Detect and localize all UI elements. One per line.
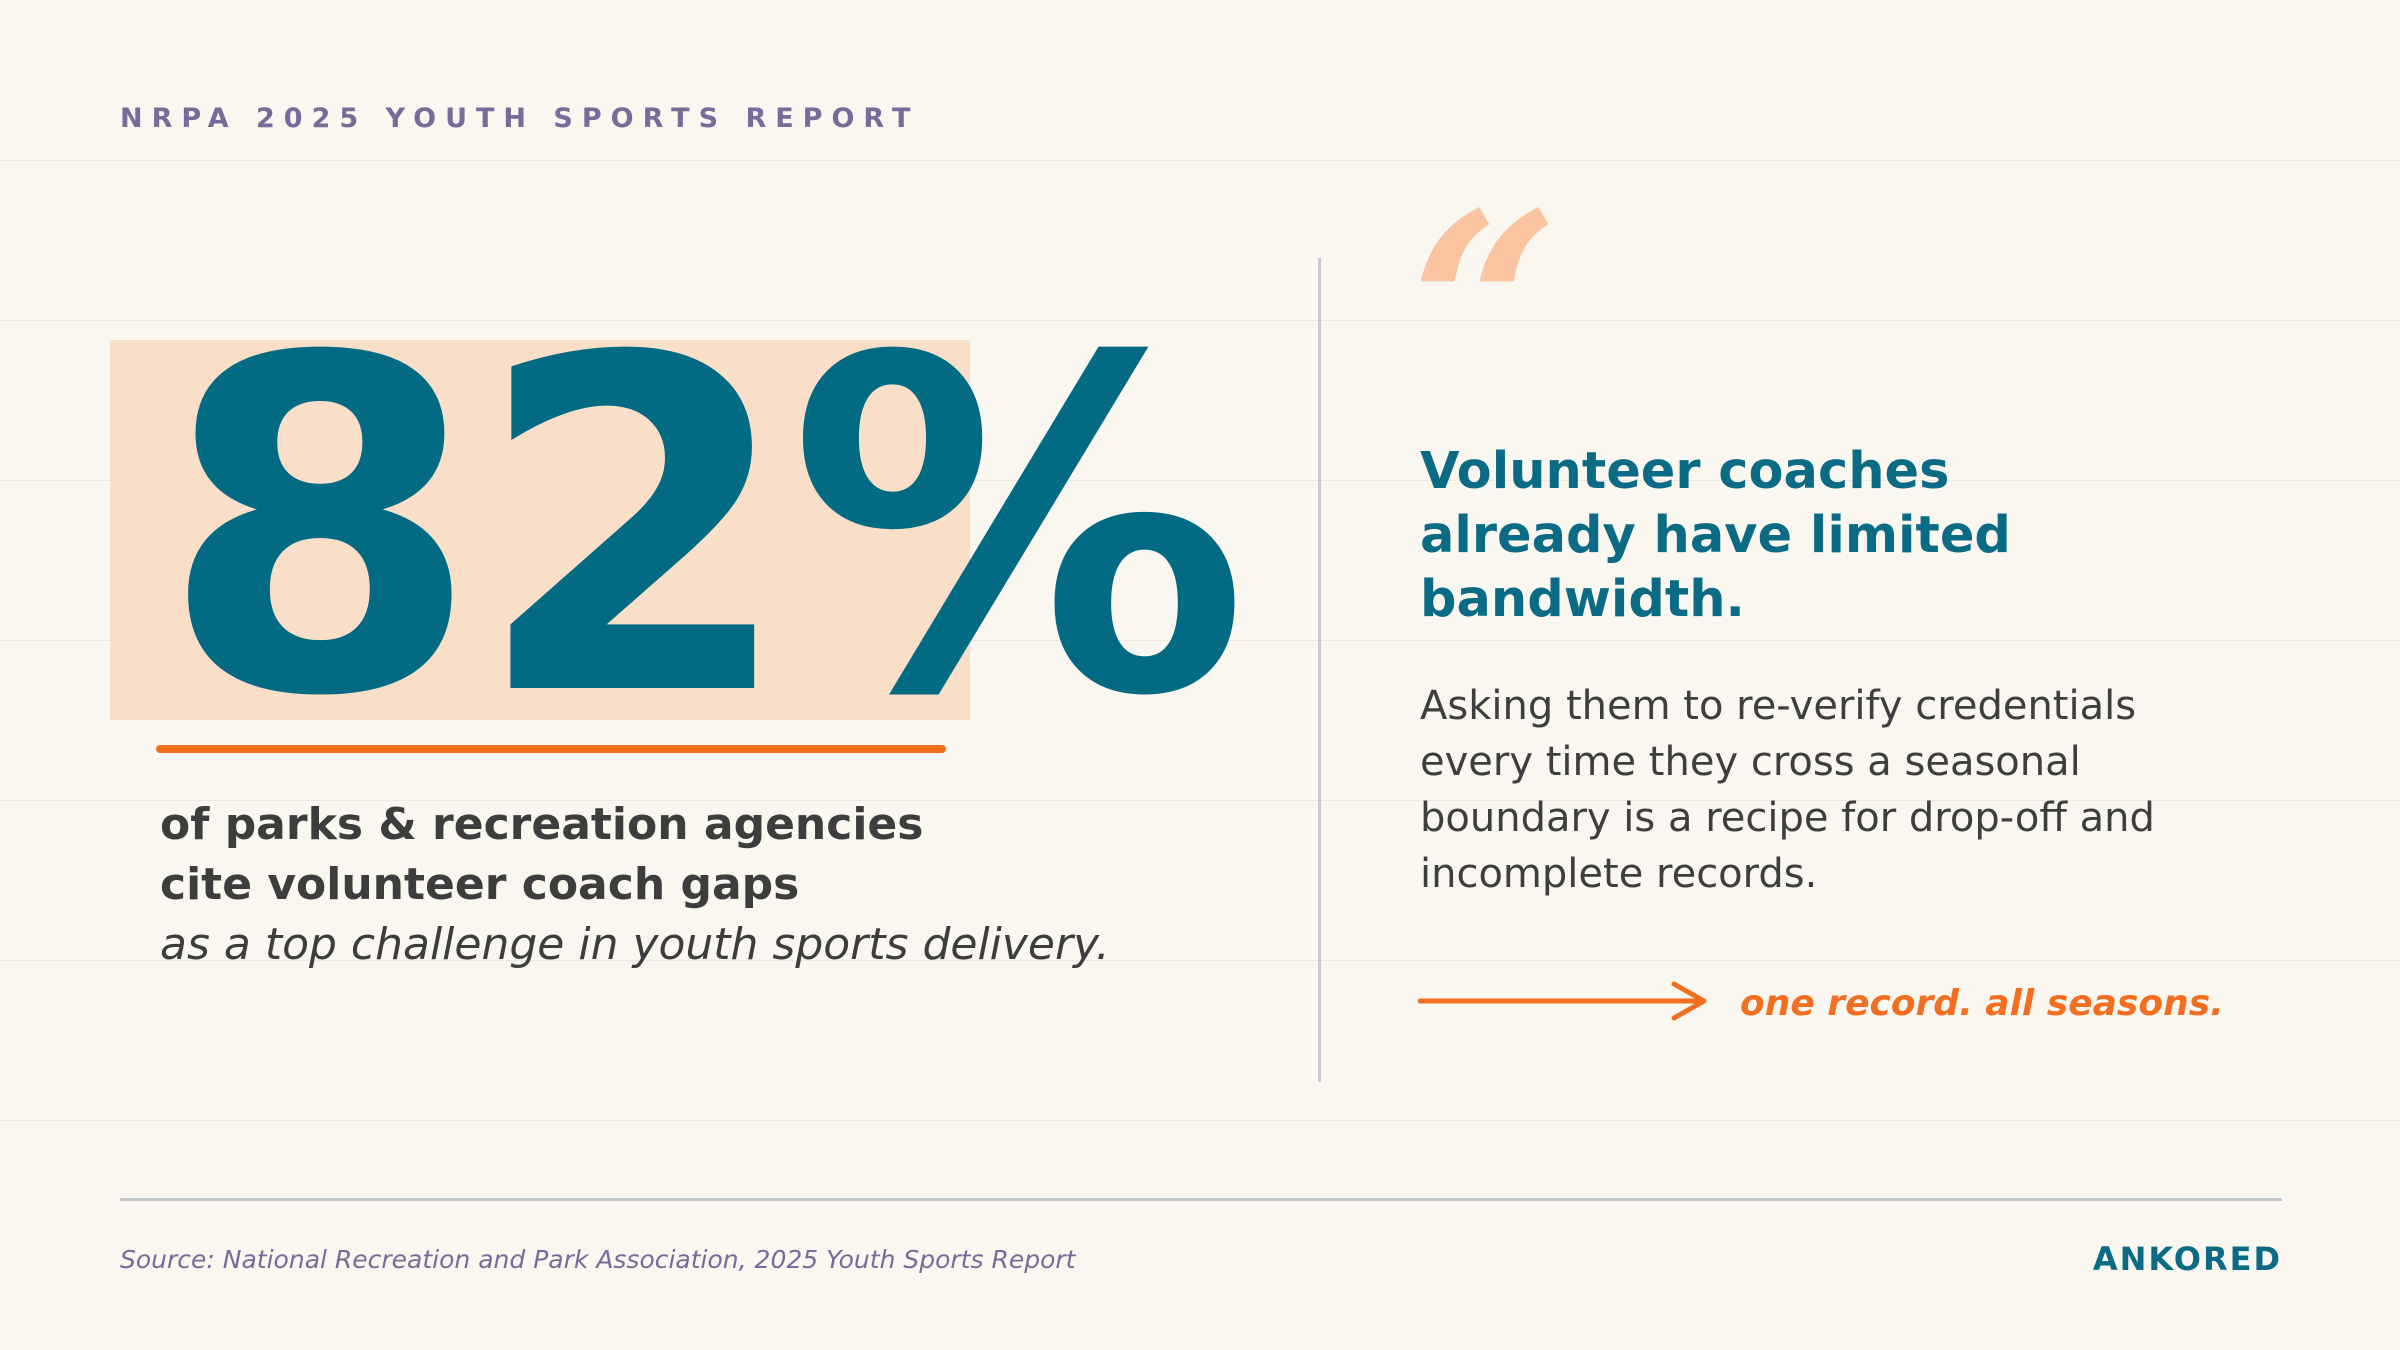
arrow-right-icon: [1418, 981, 1707, 1021]
stat-caption-line-2: cite volunteer coach gaps: [160, 859, 800, 910]
quote-body: Asking them to re-verify credentials eve…: [1420, 683, 2155, 897]
tagline: one record. all seasons.: [1740, 983, 2224, 1024]
footer-divider: [120, 1198, 2282, 1201]
column-divider: [1318, 258, 1321, 1082]
stat-caption-line-1: of parks & recreation agencies: [160, 799, 924, 850]
guide-line: [0, 1120, 2400, 1121]
brand-logo: ANKORED: [2092, 1240, 2282, 1278]
stat-caption-line-3: as a top challenge in youth sports deliv…: [160, 919, 1110, 970]
stat-caption: of parks & recreation agencies cite volu…: [160, 795, 1240, 975]
guide-line: [0, 160, 2400, 161]
stat-underline: [156, 745, 946, 753]
report-eyebrow: NRPA 2025 YOUTH SPORTS REPORT: [120, 103, 920, 134]
guide-line: [0, 960, 2400, 961]
guide-line: [0, 480, 2400, 481]
source-citation: Source: National Recreation and Park Ass…: [120, 1245, 1076, 1274]
guide-line: [0, 320, 2400, 321]
guide-line: [0, 640, 2400, 641]
guide-line: [0, 800, 2400, 801]
stat-value: 82%: [160, 262, 1249, 797]
quote-mark-icon: “: [1410, 157, 1560, 462]
stat-highlight-box: [110, 340, 970, 720]
quote-headline: Volunteer coaches already have limited b…: [1420, 442, 2011, 629]
